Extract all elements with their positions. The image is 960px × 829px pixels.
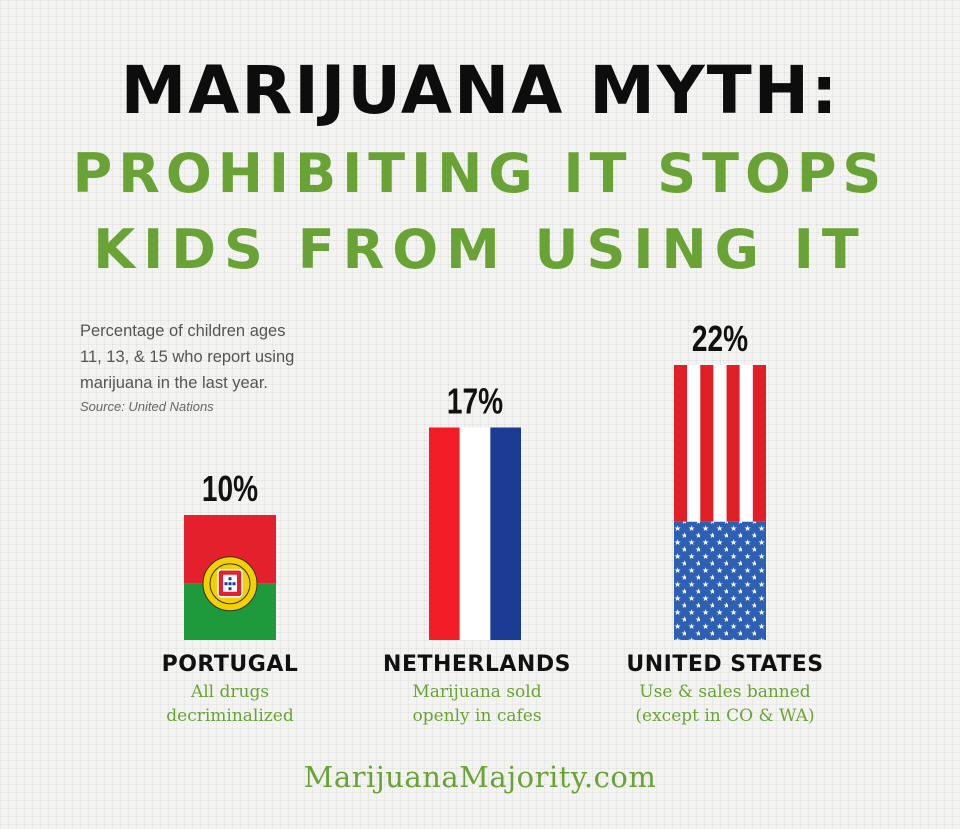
description-line: (except in CO & WA) [635, 706, 815, 726]
portugal-quina [224, 582, 228, 586]
description-line: decriminalized [166, 706, 294, 726]
bar-us-stars [674, 521, 766, 640]
bar-us-stripe [726, 365, 740, 522]
portugal-sphere-ring [209, 563, 251, 605]
country-name: PORTUGAL [161, 652, 299, 677]
country-united-states: UNITED STATES Use & sales banned (except… [600, 652, 850, 728]
country-name: UNITED STATES [626, 652, 824, 677]
portugal-quina [228, 587, 232, 591]
title-line-2: PROHIBITING IT STOPS [72, 142, 888, 205]
bar-us-stripe [687, 365, 701, 522]
bar-us-stripe [739, 365, 753, 522]
data-label: 10% [202, 469, 258, 509]
data-label: 22% [692, 319, 748, 359]
country-description: All drugs decriminalized [130, 680, 330, 728]
data-label: 17% [447, 381, 503, 421]
portugal-quina [228, 577, 232, 581]
footer-website: MarijuanaMajority.com [303, 760, 657, 794]
bar-netherlands-white [459, 427, 491, 640]
bar-us-stripe [674, 365, 688, 522]
note-source: Source: United Nations [80, 399, 214, 414]
title-line-1: MARIJUANA MYTH: [120, 52, 840, 129]
bar-netherlands-red [429, 427, 460, 640]
note-text: Percentage of children ages 11, 13, & 15… [80, 322, 295, 392]
country-netherlands: NETHERLANDS Marijuana sold openly in caf… [362, 652, 592, 728]
country-description: Marijuana sold openly in cafes [362, 680, 592, 728]
bar-us-stripe [752, 365, 766, 522]
bar-us-stripe [700, 365, 714, 522]
description-line: openly in cafes [412, 706, 542, 726]
portugal-quina [228, 582, 232, 586]
description-line: Marijuana sold [412, 682, 542, 702]
bar-netherlands-blue [490, 427, 521, 640]
chart-note: Percentage of children ages 11, 13, & 15… [80, 318, 380, 414]
country-name: NETHERLANDS [383, 652, 571, 677]
bar-chart: ★ ★ 10%17%22% [184, 319, 766, 640]
bar-us-stripe [713, 365, 727, 522]
title-line-3: KIDS FROM USING IT [93, 218, 867, 281]
description-line: Use & sales banned [639, 682, 811, 702]
country-description: Use & sales banned (except in CO & WA) [600, 680, 850, 728]
description-line: All drugs [190, 682, 270, 702]
portugal-quina [232, 582, 236, 586]
country-portugal: PORTUGAL All drugs decriminalized [130, 652, 330, 728]
